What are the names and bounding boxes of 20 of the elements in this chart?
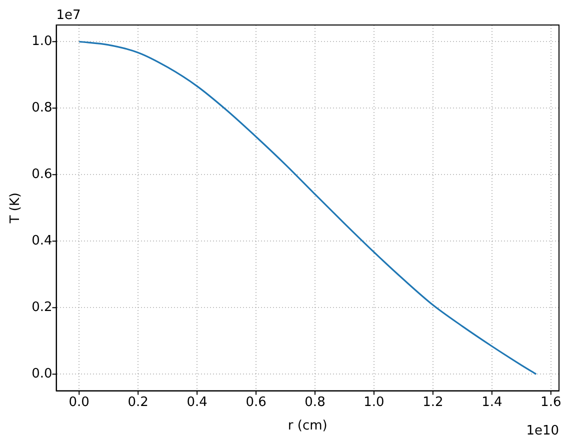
x-tick-label: 1.6: [540, 394, 562, 410]
y-tick-label: 0.0: [32, 366, 52, 382]
y-tick-label: 0.8: [32, 100, 52, 116]
x-tick-label: 0.8: [304, 394, 326, 410]
x-tick-label: 0.4: [186, 394, 208, 410]
y-tick-label: 0.4: [32, 234, 52, 249]
y-tick-label: 1.0: [32, 34, 52, 49]
text: 1e7: [56, 8, 81, 23]
line-series: [78, 40, 537, 375]
x-axis-title: r (cm): [288, 418, 328, 434]
text: 1e10: [526, 424, 559, 439]
x-tick-label: 1.4: [482, 394, 502, 410]
y-tick-label: 0.2: [32, 300, 52, 316]
y-axis-title: T (K): [8, 192, 24, 224]
x-tick-label: 1.0: [364, 394, 384, 410]
x-tick-label: 1.2: [422, 394, 444, 410]
x-tick-label: 0.2: [128, 394, 148, 410]
x-tick-label: 0.0: [68, 394, 90, 410]
y-tick-label: 0.6: [32, 167, 52, 182]
x-tick-label: 0.6: [246, 394, 266, 410]
